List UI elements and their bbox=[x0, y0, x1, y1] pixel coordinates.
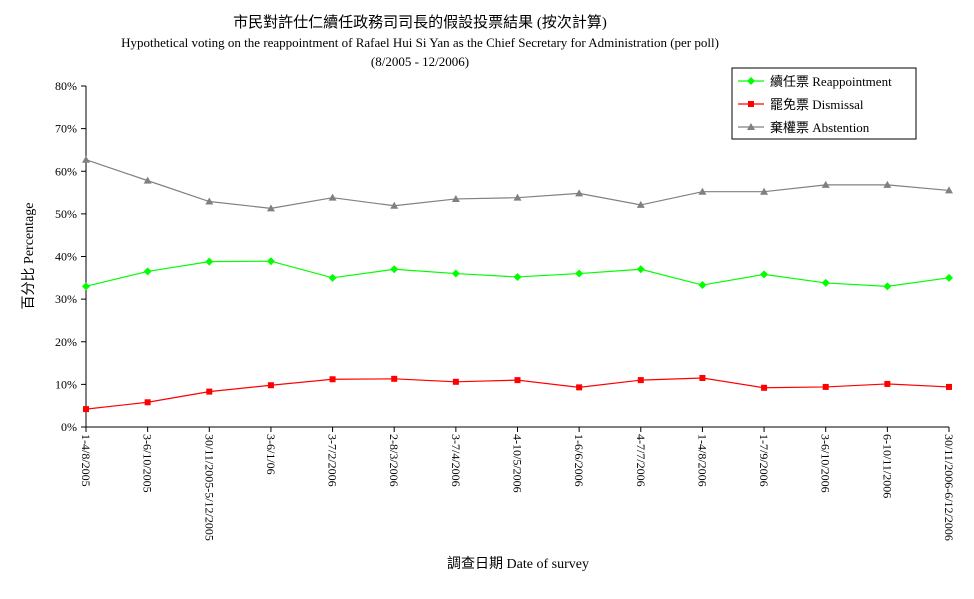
data-point bbox=[576, 384, 583, 391]
data-point bbox=[82, 155, 90, 163]
x-tick-label: 3-7/2/2006 bbox=[326, 434, 340, 487]
series-line bbox=[85, 159, 950, 209]
data-point bbox=[822, 383, 829, 390]
legend-item: 罷免票 Dismissal bbox=[738, 97, 864, 112]
legend-item: 續任票 Reappointment bbox=[738, 74, 892, 89]
data-point bbox=[698, 281, 707, 290]
chart-title: 市民對許仕仁續任政務司司長的假設投票結果 (按次計算) bbox=[233, 13, 607, 31]
chart-subtitle: Hypothetical voting on the reappointment… bbox=[121, 35, 719, 50]
legend-label: 罷免票 Dismissal bbox=[770, 97, 864, 112]
data-point bbox=[267, 382, 274, 389]
data-point bbox=[760, 270, 769, 279]
legend-swatch-marker bbox=[747, 123, 755, 130]
y-tick-label: 70% bbox=[55, 122, 77, 136]
data-point bbox=[636, 200, 645, 208]
legend-label: 續任票 Reappointment bbox=[770, 74, 892, 89]
x-tick-label: 3-6/10/2006 bbox=[819, 434, 833, 493]
data-point bbox=[513, 272, 522, 281]
data-point bbox=[451, 269, 460, 278]
x-tick-label: 4-10/5/2006 bbox=[511, 434, 525, 493]
y-tick-label: 80% bbox=[55, 79, 77, 93]
x-tick-label: 6-10/11/2006 bbox=[880, 434, 894, 498]
y-tick-label: 30% bbox=[55, 292, 77, 306]
data-point bbox=[883, 180, 892, 188]
data-point bbox=[761, 384, 768, 391]
x-tick-label: 1-4/8/2005 bbox=[79, 434, 93, 487]
x-tick-label: 4-7/7/2006 bbox=[634, 434, 648, 487]
data-point bbox=[328, 193, 337, 201]
x-tick-label: 3-6/10/2005 bbox=[141, 434, 155, 493]
y-axis-label: 百分比 Percentage bbox=[21, 203, 37, 310]
data-point bbox=[514, 377, 521, 384]
series-1 bbox=[83, 374, 952, 413]
y-tick-label: 20% bbox=[55, 335, 77, 349]
x-axis-ticks: 1-4/8/2005 3-6/10/2005 30/11/2005-5/12/200… bbox=[79, 427, 956, 541]
data-point bbox=[699, 374, 706, 381]
x-axis-label: 調查日期 Date of survey bbox=[447, 556, 589, 572]
y-tick-label: 10% bbox=[55, 377, 77, 391]
data-point bbox=[143, 267, 152, 276]
series-layer bbox=[82, 155, 953, 413]
legend-swatch-marker bbox=[747, 77, 755, 85]
data-point bbox=[144, 399, 151, 406]
data-point bbox=[390, 201, 399, 209]
y-tick-label: 50% bbox=[55, 207, 77, 221]
data-point bbox=[575, 269, 584, 278]
data-point bbox=[636, 265, 645, 274]
chart-period: (8/2005 - 12/2006) bbox=[371, 54, 469, 69]
data-point bbox=[391, 375, 398, 382]
y-tick-label: 60% bbox=[55, 164, 77, 178]
y-axis-ticks: 0% 10% 20% 30% 40% 50% 60% 70% 80% bbox=[55, 79, 86, 434]
data-point bbox=[760, 187, 769, 195]
data-point bbox=[883, 282, 892, 291]
y-tick-label: 0% bbox=[61, 420, 77, 434]
x-tick-label: 2-8/3/2006 bbox=[387, 434, 401, 487]
data-point bbox=[205, 257, 214, 266]
data-point bbox=[82, 282, 90, 291]
data-point bbox=[452, 378, 459, 385]
data-point bbox=[329, 376, 336, 383]
x-tick-label: 3-7/4/2006 bbox=[449, 434, 463, 487]
series-2 bbox=[82, 155, 953, 212]
data-point bbox=[143, 176, 152, 184]
data-point bbox=[513, 193, 522, 201]
data-point bbox=[206, 388, 213, 395]
data-point bbox=[205, 197, 214, 205]
legend-item: 棄權票 Abstention bbox=[738, 120, 870, 135]
data-point bbox=[946, 383, 952, 390]
data-point bbox=[698, 187, 707, 195]
y-tick-label: 40% bbox=[55, 250, 77, 264]
x-tick-label: 3-6/1/06 bbox=[264, 434, 278, 475]
data-point bbox=[821, 180, 830, 188]
data-point bbox=[451, 194, 460, 202]
legend-label: 棄權票 Abstention bbox=[770, 120, 870, 135]
data-point bbox=[945, 186, 953, 194]
data-point bbox=[266, 204, 275, 212]
data-point bbox=[83, 406, 89, 413]
data-point bbox=[821, 278, 830, 287]
data-point bbox=[884, 380, 891, 387]
x-tick-label: 1-4/8/2006 bbox=[695, 434, 709, 487]
data-point bbox=[575, 189, 584, 197]
data-point bbox=[637, 377, 644, 384]
x-tick-label: 30/11/2006-6/12/2006 bbox=[942, 434, 956, 541]
legend-swatch-marker bbox=[748, 101, 754, 107]
data-point bbox=[945, 273, 953, 282]
data-point bbox=[390, 265, 399, 274]
x-tick-label: 1-7/9/2006 bbox=[757, 434, 771, 487]
x-tick-label: 30/11/2005-5/12/2005 bbox=[202, 434, 216, 541]
series-0 bbox=[82, 257, 953, 291]
data-point bbox=[328, 273, 337, 282]
legend: 續任票 Reappointment 罷免票 Dismissal 棄權票 Absten… bbox=[731, 67, 917, 140]
data-point bbox=[266, 257, 275, 266]
x-tick-label: 1-6/6/2006 bbox=[572, 434, 586, 487]
